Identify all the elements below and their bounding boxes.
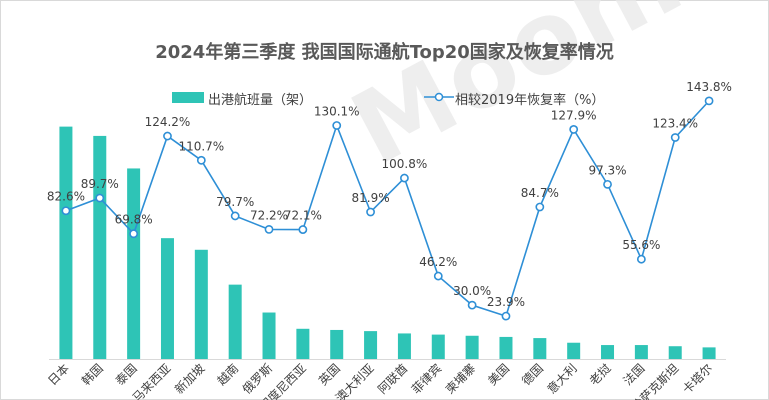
chart-legend: 出港航班量（架） 相较2019年恢复率（%） bbox=[0, 89, 769, 109]
line-point-18 bbox=[670, 133, 680, 142]
line-point-16 bbox=[603, 179, 612, 189]
x-tick-label-15: 意大利 bbox=[544, 361, 580, 397]
line-data-label-4: 110.7% bbox=[178, 139, 224, 153]
bar-2 bbox=[127, 168, 141, 359]
line-data-label-0: 82.6% bbox=[47, 190, 85, 204]
x-tick-label-9: 澳大利亚 bbox=[333, 361, 377, 400]
line-data-label-7: 72.1% bbox=[284, 209, 322, 223]
bar-13 bbox=[499, 336, 513, 359]
line-data-label-8: 130.1% bbox=[314, 104, 360, 118]
bar-9 bbox=[364, 331, 378, 359]
line-point-15 bbox=[569, 125, 579, 134]
line-data-label-19: 143.8% bbox=[686, 80, 732, 94]
bar-12 bbox=[465, 335, 479, 359]
line-data-label-10: 100.8% bbox=[382, 157, 428, 171]
line-point-19 bbox=[704, 96, 714, 106]
line-point-4 bbox=[196, 155, 206, 165]
line-data-label-5: 79.7% bbox=[216, 195, 254, 209]
line-data-label-11: 46.2% bbox=[419, 255, 457, 269]
line-point-6 bbox=[264, 225, 274, 234]
x-tick-label-3: 马来西亚 bbox=[130, 361, 174, 400]
x-tick-label-12: 柬埔寨 bbox=[442, 361, 478, 397]
x-tick-label-14: 德国 bbox=[518, 361, 546, 389]
line-point-2 bbox=[129, 229, 139, 239]
bar-1 bbox=[93, 135, 107, 359]
line-point-1 bbox=[95, 193, 105, 203]
legend-line-swatch bbox=[424, 92, 454, 102]
bar-3 bbox=[160, 238, 174, 359]
legend-line-label: 相较2019年恢复率（%） bbox=[455, 93, 605, 108]
line-point-7 bbox=[298, 225, 308, 234]
bar-18 bbox=[668, 346, 682, 359]
line-point-10 bbox=[400, 173, 409, 183]
x-tick-label-11: 菲律宾 bbox=[408, 361, 444, 397]
bar-6 bbox=[262, 312, 276, 359]
bar-16 bbox=[601, 345, 615, 359]
line-point-3 bbox=[163, 131, 172, 141]
x-tick-label-2: 泰国 bbox=[113, 361, 140, 388]
bar-7 bbox=[296, 328, 310, 359]
x-tick-label-10: 阿联酋 bbox=[374, 361, 410, 397]
legend-bar-swatch bbox=[172, 92, 204, 103]
line-point-5 bbox=[230, 211, 240, 221]
line-data-label-15: 127.9% bbox=[551, 108, 597, 122]
bar-5 bbox=[228, 284, 242, 359]
x-tick-label-1: 韩国 bbox=[78, 361, 106, 389]
legend-bar-label: 出港航班量（架） bbox=[208, 93, 313, 108]
x-tick-label-19: 卡塔尔 bbox=[679, 361, 715, 397]
line-data-label-3: 124.2% bbox=[145, 115, 191, 129]
bar-0 bbox=[59, 126, 73, 359]
bar-10 bbox=[397, 333, 411, 359]
bar-15 bbox=[567, 342, 581, 359]
line-point-11 bbox=[433, 271, 443, 281]
bar-11 bbox=[431, 334, 445, 359]
line-point-9 bbox=[366, 207, 375, 217]
x-tick-label-17: 法国 bbox=[621, 361, 648, 388]
line-point-17 bbox=[636, 254, 646, 264]
line-data-label-18: 123.4% bbox=[652, 116, 698, 130]
line-point-0 bbox=[61, 206, 71, 216]
x-tick-label-0: 日本 bbox=[45, 361, 72, 388]
x-tick-label-8: 英国 bbox=[316, 361, 343, 388]
bar-19 bbox=[702, 347, 716, 359]
line-data-label-13: 23.9% bbox=[487, 295, 525, 309]
line-data-label-16: 97.3% bbox=[588, 163, 626, 177]
line-data-label-14: 84.7% bbox=[521, 186, 559, 200]
line-data-label-6: 72.2% bbox=[250, 208, 288, 222]
bar-4 bbox=[194, 249, 208, 359]
bar-14 bbox=[533, 338, 547, 359]
line-data-label-2: 69.8% bbox=[115, 213, 153, 227]
line-data-label-12: 30.0% bbox=[453, 284, 491, 298]
line-data-label-1: 89.7% bbox=[81, 177, 119, 191]
chart-title: 2024年第三季度 我国国际通航Top20国家及恢复率情况 bbox=[155, 42, 614, 63]
x-tick-label-4: 新加坡 bbox=[171, 361, 207, 397]
line-point-13 bbox=[501, 311, 511, 321]
line-data-label-9: 81.9% bbox=[352, 191, 390, 205]
line-point-8 bbox=[332, 121, 342, 130]
x-tick-label-13: 美国 bbox=[485, 361, 512, 388]
line-point-12 bbox=[467, 300, 477, 310]
x-tick-label-16: 老挝 bbox=[587, 361, 614, 388]
recovery-rate-line bbox=[65, 100, 710, 318]
x-tick-label-5: 越南 bbox=[214, 361, 242, 389]
line-point-14 bbox=[535, 202, 545, 212]
line-data-label-17: 55.6% bbox=[622, 238, 660, 252]
bar-8 bbox=[330, 329, 344, 359]
bar-17 bbox=[634, 345, 648, 359]
